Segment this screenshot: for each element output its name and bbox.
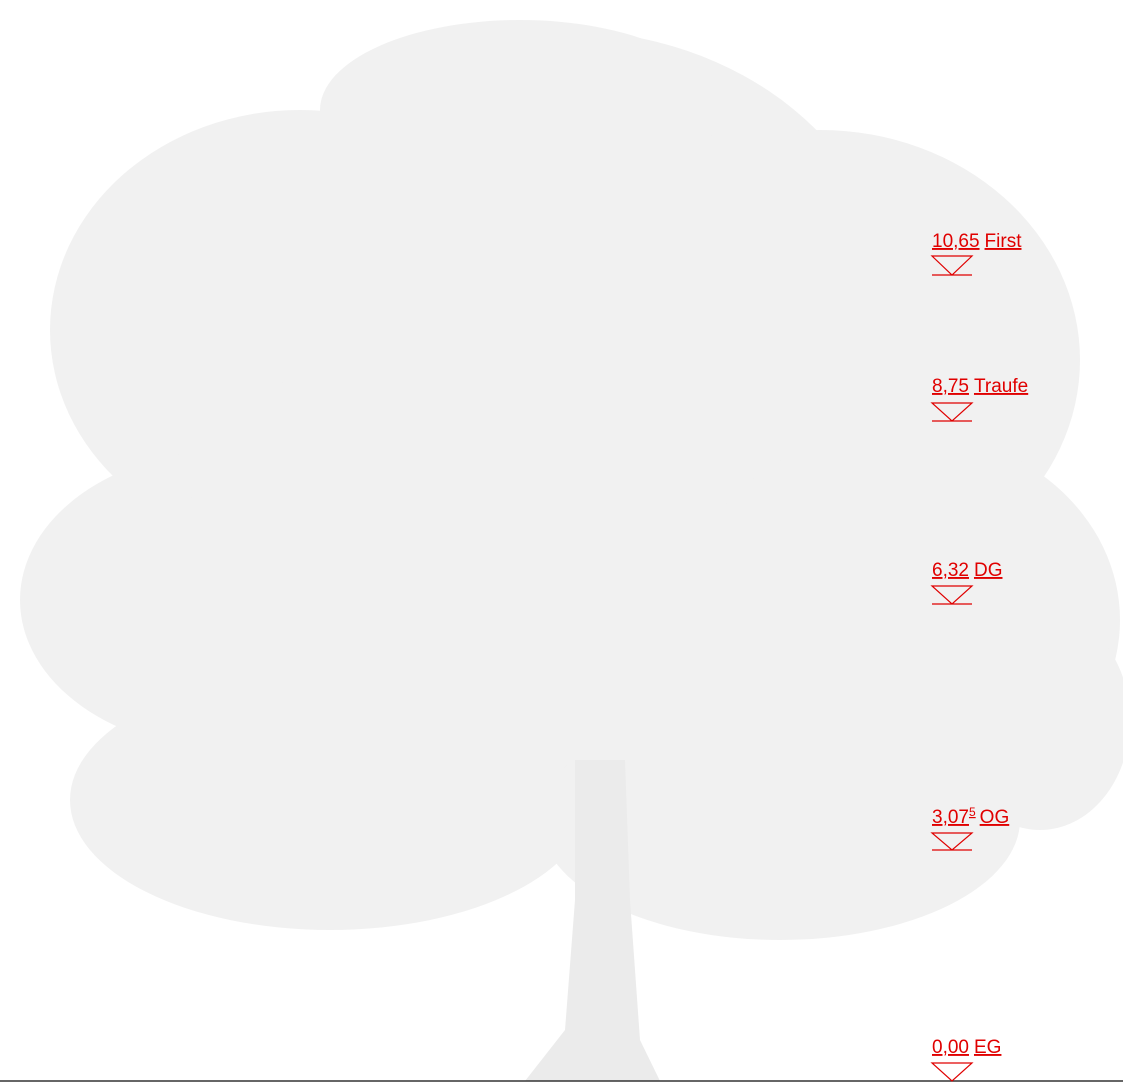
level-symbol [932, 1063, 972, 1081]
tree [20, 20, 1123, 1081]
level-name: Traufe [974, 376, 1028, 397]
level-name: DG [974, 560, 1003, 581]
level-name: First [985, 231, 1023, 252]
elevation-superscript: 5 [969, 805, 976, 819]
elevation: 6,32 [932, 560, 969, 581]
elevation: 3,07 [932, 807, 969, 828]
level-name: EG [974, 1037, 1001, 1058]
elevation-drawing: 10,65First 8,75Traufe 6,32DG 3,075 OG 0,0… [0, 0, 1123, 1084]
elevation: 10,65 [932, 231, 980, 252]
elevation: 0,00 [932, 1037, 969, 1058]
level-name: OG [980, 807, 1010, 828]
elevation: 8,75 [932, 376, 969, 397]
